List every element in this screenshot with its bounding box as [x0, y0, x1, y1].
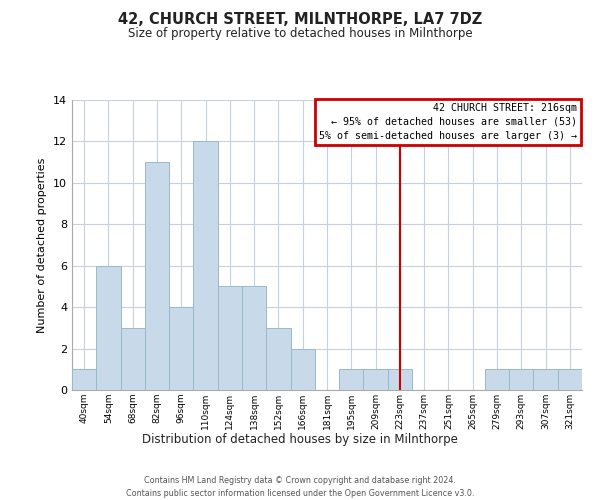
Text: Distribution of detached houses by size in Milnthorpe: Distribution of detached houses by size …	[142, 432, 458, 446]
Bar	[388, 370, 412, 390]
Bar	[96, 266, 121, 390]
Bar	[290, 348, 315, 390]
Bar	[485, 370, 509, 390]
Bar	[145, 162, 169, 390]
Bar	[266, 328, 290, 390]
Y-axis label: Number of detached properties: Number of detached properties	[37, 158, 47, 332]
Bar	[558, 370, 582, 390]
Bar	[242, 286, 266, 390]
Bar	[533, 370, 558, 390]
Text: Contains HM Land Registry data © Crown copyright and database right 2024.: Contains HM Land Registry data © Crown c…	[144, 476, 456, 485]
Text: 42 CHURCH STREET: 216sqm
← 95% of detached houses are smaller (53)
5% of semi-de: 42 CHURCH STREET: 216sqm ← 95% of detach…	[319, 103, 577, 141]
Bar	[364, 370, 388, 390]
Bar	[169, 307, 193, 390]
Text: Size of property relative to detached houses in Milnthorpe: Size of property relative to detached ho…	[128, 28, 472, 40]
Bar	[193, 142, 218, 390]
Text: Contains public sector information licensed under the Open Government Licence v3: Contains public sector information licen…	[126, 489, 474, 498]
Bar	[509, 370, 533, 390]
Text: 42, CHURCH STREET, MILNTHORPE, LA7 7DZ: 42, CHURCH STREET, MILNTHORPE, LA7 7DZ	[118, 12, 482, 28]
Bar	[339, 370, 364, 390]
Bar	[72, 370, 96, 390]
Bar	[218, 286, 242, 390]
Bar	[121, 328, 145, 390]
